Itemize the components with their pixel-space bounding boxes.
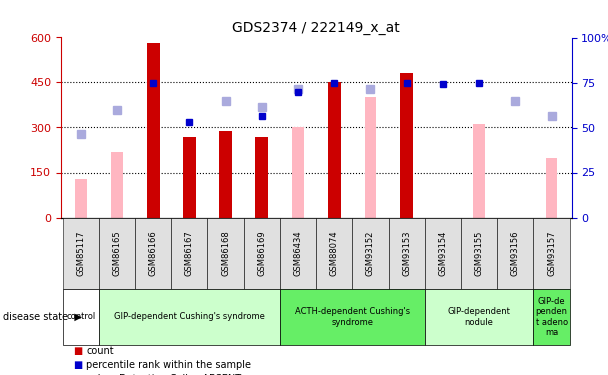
Text: ■: ■ xyxy=(73,360,82,370)
Text: GIP-dependent
nodule: GIP-dependent nodule xyxy=(447,307,511,327)
Text: GSM93153: GSM93153 xyxy=(402,230,411,276)
Text: count: count xyxy=(86,346,114,355)
Text: GIP-de
penden
t adeno
ma: GIP-de penden t adeno ma xyxy=(536,297,568,337)
Bar xyxy=(292,128,304,218)
Text: ACTH-dependent Cushing's
syndrome: ACTH-dependent Cushing's syndrome xyxy=(295,307,410,327)
Bar xyxy=(183,136,196,218)
Text: GSM88074: GSM88074 xyxy=(330,230,339,276)
FancyBboxPatch shape xyxy=(63,217,99,289)
FancyBboxPatch shape xyxy=(207,217,244,289)
FancyBboxPatch shape xyxy=(135,217,171,289)
FancyBboxPatch shape xyxy=(425,289,533,345)
Text: GSM86166: GSM86166 xyxy=(149,230,157,276)
Text: GIP-dependent Cushing's syndrome: GIP-dependent Cushing's syndrome xyxy=(114,312,265,321)
Bar xyxy=(111,152,123,217)
FancyBboxPatch shape xyxy=(244,217,280,289)
FancyBboxPatch shape xyxy=(353,217,389,289)
Bar xyxy=(328,82,340,218)
Text: control: control xyxy=(66,312,95,321)
Bar xyxy=(219,130,232,218)
Text: GSM93155: GSM93155 xyxy=(475,230,483,276)
FancyBboxPatch shape xyxy=(389,217,425,289)
Bar xyxy=(474,124,485,217)
Text: GSM86167: GSM86167 xyxy=(185,230,194,276)
Text: GSM86434: GSM86434 xyxy=(294,230,303,276)
FancyBboxPatch shape xyxy=(533,217,570,289)
Bar xyxy=(147,44,159,218)
Text: GSM86168: GSM86168 xyxy=(221,230,230,276)
FancyBboxPatch shape xyxy=(533,289,570,345)
FancyBboxPatch shape xyxy=(316,217,353,289)
Bar xyxy=(401,74,413,217)
FancyBboxPatch shape xyxy=(280,217,316,289)
FancyBboxPatch shape xyxy=(171,217,207,289)
Text: ■: ■ xyxy=(73,374,82,375)
FancyBboxPatch shape xyxy=(461,217,497,289)
Text: disease state  ▶: disease state ▶ xyxy=(3,312,82,322)
FancyBboxPatch shape xyxy=(99,217,135,289)
FancyBboxPatch shape xyxy=(63,289,99,345)
Text: percentile rank within the sample: percentile rank within the sample xyxy=(86,360,251,370)
Text: GSM93157: GSM93157 xyxy=(547,230,556,276)
Bar xyxy=(546,158,558,218)
FancyBboxPatch shape xyxy=(280,289,425,345)
Text: GSM85117: GSM85117 xyxy=(76,230,85,276)
FancyBboxPatch shape xyxy=(425,217,461,289)
Text: GSM86165: GSM86165 xyxy=(112,230,122,276)
Bar xyxy=(255,136,268,218)
Title: GDS2374 / 222149_x_at: GDS2374 / 222149_x_at xyxy=(232,21,400,35)
Bar xyxy=(365,98,376,218)
Text: GSM93156: GSM93156 xyxy=(511,230,520,276)
FancyBboxPatch shape xyxy=(99,289,280,345)
Text: GSM93154: GSM93154 xyxy=(438,230,447,276)
Text: GSM93152: GSM93152 xyxy=(366,230,375,276)
Text: GSM86169: GSM86169 xyxy=(257,230,266,276)
FancyBboxPatch shape xyxy=(497,217,533,289)
Text: ■: ■ xyxy=(73,346,82,355)
Bar xyxy=(75,178,86,218)
Text: value, Detection Call = ABSENT: value, Detection Call = ABSENT xyxy=(86,374,241,375)
